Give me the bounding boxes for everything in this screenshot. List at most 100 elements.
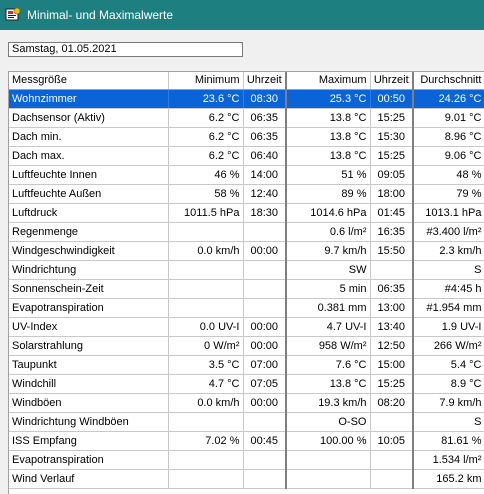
header-average[interactable]: Durchschnitt — [412, 72, 484, 90]
cell-max-time: 13:00 — [370, 298, 414, 318]
header-name[interactable]: Messgröße — [9, 72, 169, 90]
header-minimum[interactable]: Minimum — [168, 72, 244, 90]
header-min-time[interactable]: Uhrzeit — [243, 72, 287, 90]
table-row[interactable]: Dachsensor (Aktiv) 6.2 °C 06:35 13.8 °C 15:2… — [9, 108, 484, 128]
cell-minimum: 58 % — [168, 184, 244, 204]
header-maximum[interactable]: Maximum — [285, 72, 371, 90]
cell-min-time: 06:35 — [243, 127, 287, 147]
cell-average: S — [412, 260, 484, 280]
table-row[interactable]: Wind Verlauf 165.2 km — [9, 469, 484, 489]
cell-name: Windgeschwindigkeit — [9, 241, 169, 261]
cell-average: 9.06 °C — [412, 146, 484, 166]
cell-max-time: 15:00 — [370, 355, 414, 375]
cell-minimum: 1011.5 hPa — [168, 203, 244, 223]
cell-average: 8.96 °C — [412, 127, 484, 147]
table-row[interactable]: Windgeschwindigkeit 0.0 km/h 00:00 9.7 km/h… — [9, 241, 484, 261]
cell-average: 165.2 km — [412, 469, 484, 489]
cell-name: Wohnzimmer — [9, 89, 169, 109]
cell-average: 79 % — [412, 184, 484, 204]
cell-name: Solarstrahlung — [9, 336, 169, 356]
cell-min-time: 06:40 — [243, 146, 287, 166]
cell-average: 1013.1 hPa — [412, 203, 484, 223]
cell-maximum: 13.8 °C — [285, 127, 371, 147]
cell-min-time: 00:45 — [243, 431, 287, 451]
table-row[interactable]: Dach max. 6.2 °C 06:40 13.8 °C 15:25 9.06 °C — [9, 146, 484, 166]
cell-name: UV-Index — [9, 317, 169, 337]
cell-average: #1.954 mm — [412, 298, 484, 318]
cell-max-time — [370, 450, 414, 470]
cell-average: 9.01 °C — [412, 108, 484, 128]
cell-max-time: 15:50 — [370, 241, 414, 261]
cell-maximum: 9.7 km/h — [285, 241, 371, 261]
cell-average: #4:45 h — [412, 279, 484, 299]
table-row[interactable]: Wohnzimmer 23.6 °C 08:30 25.3 °C 00:50 24.26 … — [9, 89, 484, 109]
table-row[interactable]: Evapotranspiration 1.534 l/m² — [9, 450, 484, 470]
cell-minimum — [168, 260, 244, 280]
table-row[interactable]: Sonnenschein-Zeit 5 min 06:35 #4:45 h — [9, 279, 484, 299]
cell-maximum: 13.8 °C — [285, 374, 371, 394]
title-bar[interactable]: Minimal- und Maximalwerte — [0, 0, 484, 30]
cell-max-time: 00:50 — [370, 89, 414, 109]
cell-maximum: SW — [285, 260, 371, 280]
table-row[interactable]: Windchill 4.7 °C 07:05 13.8 °C 15:25 8.9 °C — [9, 374, 484, 394]
cell-name: Luftfeuchte Außen — [9, 184, 169, 204]
table-row[interactable]: UV-Index 0.0 UV-I 00:00 4.7 UV-I 13:40 1.9 UV… — [9, 317, 484, 337]
table-row[interactable]: Evapotranspiration 0.381 mm 13:00 #1.954 mm — [9, 298, 484, 318]
cell-name: Luftdruck — [9, 203, 169, 223]
cell-max-time: 15:25 — [370, 108, 414, 128]
cell-max-time — [370, 412, 414, 432]
cell-name: Sonnenschein-Zeit — [9, 279, 169, 299]
min-max-grid[interactable]: Messgröße Minimum Uhrzeit Maximum Uhrzei… — [8, 71, 484, 494]
cell-min-time: 00:00 — [243, 336, 287, 356]
cell-max-time: 08:20 — [370, 393, 414, 413]
cell-min-time: 07:05 — [243, 374, 287, 394]
cell-minimum: 6.2 °C — [168, 108, 244, 128]
cell-average: 1.9 UV-I — [412, 317, 484, 337]
cell-maximum — [285, 450, 371, 470]
table-row[interactable]: Windböen 0.0 km/h 00:00 19.3 km/h 08:20 7.9 k… — [9, 393, 484, 413]
cell-maximum: 7.6 °C — [285, 355, 371, 375]
cell-average: 5.4 °C — [412, 355, 484, 375]
cell-minimum: 6.2 °C — [168, 146, 244, 166]
table-row[interactable]: Regenmenge 0.6 l/m² 16:35 #3.400 l/m² — [9, 222, 484, 242]
cell-min-time — [243, 450, 287, 470]
grid-body: Wohnzimmer 23.6 °C 08:30 25.3 °C 00:50 24.26 … — [9, 89, 484, 489]
table-row[interactable]: Luftdruck 1011.5 hPa 18:30 1014.6 hPa 01:45 1… — [9, 203, 484, 223]
cell-name: Evapotranspiration — [9, 450, 169, 470]
cell-average: 81.61 % — [412, 431, 484, 451]
cell-maximum: 5 min — [285, 279, 371, 299]
table-row[interactable]: Taupunkt 3.5 °C 07:00 7.6 °C 15:00 5.4 °C — [9, 355, 484, 375]
cell-minimum: 0.0 km/h — [168, 241, 244, 261]
header-max-time[interactable]: Uhrzeit — [370, 72, 414, 90]
cell-name: Evapotranspiration — [9, 298, 169, 318]
cell-min-time: 08:30 — [243, 89, 287, 109]
cell-minimum: 0 W/m² — [168, 336, 244, 356]
table-row[interactable]: Solarstrahlung 0 W/m² 00:00 958 W/m² 12:50 26… — [9, 336, 484, 356]
cell-average: 8.9 °C — [412, 374, 484, 394]
table-row[interactable]: Windrichtung SW S — [9, 260, 484, 280]
cell-name: Dach min. — [9, 127, 169, 147]
cell-min-time: 14:00 — [243, 165, 287, 185]
grid-header-row: Messgröße Minimum Uhrzeit Maximum Uhrzei… — [9, 72, 484, 90]
cell-max-time: 13:40 — [370, 317, 414, 337]
cell-max-time: 10:05 — [370, 431, 414, 451]
cell-min-time: 06:35 — [243, 108, 287, 128]
cell-min-time: 18:30 — [243, 203, 287, 223]
cell-maximum: 51 % — [285, 165, 371, 185]
cell-name: Windchill — [9, 374, 169, 394]
cell-min-time: 07:00 — [243, 355, 287, 375]
cell-average: 266 W/m² — [412, 336, 484, 356]
table-row[interactable]: Luftfeuchte Außen 58 % 12:40 89 % 18:00 79 % — [9, 184, 484, 204]
cell-maximum: 1014.6 hPa — [285, 203, 371, 223]
cell-minimum — [168, 298, 244, 318]
table-row[interactable]: ISS Empfang 7.02 % 00:45 100.00 % 10:05 81.61… — [9, 431, 484, 451]
table-row[interactable]: Luftfeuchte Innen 46 % 14:00 51 % 09:05 48 % — [9, 165, 484, 185]
date-field[interactable]: Samstag, 01.05.2021 — [8, 42, 243, 57]
table-row[interactable]: Windrichtung Windböen O-SO S — [9, 412, 484, 432]
cell-average: 1.534 l/m² — [412, 450, 484, 470]
cell-name: Windrichtung — [9, 260, 169, 280]
cell-max-time: 16:35 — [370, 222, 414, 242]
weather-app-icon — [5, 7, 21, 21]
cell-maximum: 0.381 mm — [285, 298, 371, 318]
table-row[interactable]: Dach min. 6.2 °C 06:35 13.8 °C 15:30 8.96 °C — [9, 127, 484, 147]
